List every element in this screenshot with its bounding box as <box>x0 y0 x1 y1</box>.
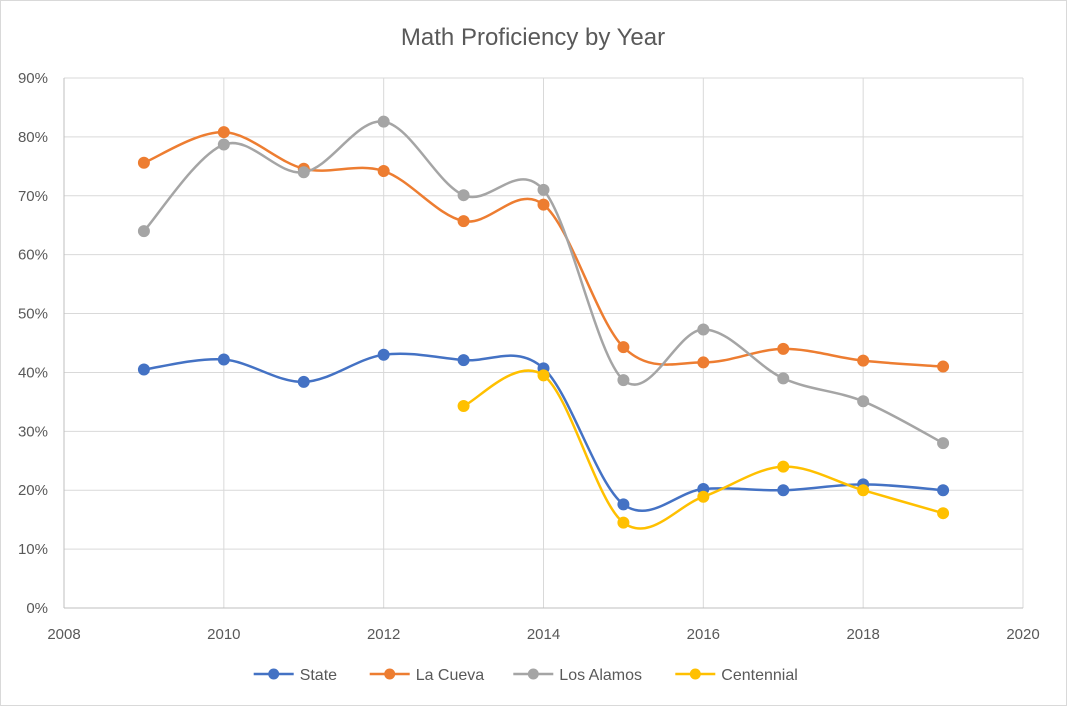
data-point-los-alamos <box>617 374 630 387</box>
data-point-state <box>617 498 630 511</box>
data-point-centennial <box>537 369 550 382</box>
data-point-state <box>937 484 950 497</box>
data-point-state <box>137 363 150 376</box>
series-los-alamos <box>137 115 950 450</box>
x-tick-label: 2014 <box>527 626 560 643</box>
data-point-los-alamos <box>457 189 470 202</box>
legend-label: Centennial <box>721 667 798 684</box>
data-point-state <box>457 354 470 367</box>
legend-item-centennial: Centennial <box>675 667 798 684</box>
data-point-los-alamos <box>537 183 550 196</box>
data-point-la-cueva <box>217 126 230 139</box>
y-tick-label: 70% <box>18 188 48 205</box>
data-point-centennial <box>617 516 630 529</box>
y-tick-label: 50% <box>18 306 48 323</box>
data-point-los-alamos <box>857 395 870 408</box>
y-tick-label: 0% <box>26 600 48 617</box>
data-point-los-alamos <box>297 166 310 179</box>
data-point-los-alamos <box>217 138 230 151</box>
data-point-la-cueva <box>937 360 950 373</box>
y-tick-label: 40% <box>18 364 48 381</box>
x-tick-label: 2020 <box>1006 626 1039 643</box>
series-layer <box>137 115 950 530</box>
chart-title: Math Proficiency by Year <box>401 24 665 51</box>
data-point-la-cueva <box>777 342 790 355</box>
data-point-centennial <box>777 460 790 473</box>
data-point-la-cueva <box>457 215 470 228</box>
legend-label: La Cueva <box>416 667 485 684</box>
data-point-los-alamos <box>377 115 390 128</box>
data-point-los-alamos <box>777 372 790 385</box>
data-point-state <box>297 375 310 388</box>
data-point-la-cueva <box>857 354 870 367</box>
legend-item-los-alamos: Los Alamos <box>513 667 642 684</box>
data-point-los-alamos <box>137 225 150 238</box>
y-tick-label: 10% <box>18 541 48 558</box>
x-tick-label: 2012 <box>367 626 400 643</box>
y-tick-label: 80% <box>18 129 48 146</box>
legend-swatch-marker <box>384 668 396 680</box>
data-point-centennial <box>697 490 710 503</box>
data-point-la-cueva <box>377 165 390 178</box>
legend-label: Los Alamos <box>559 667 642 684</box>
legend-item-la-cueva: La Cueva <box>369 667 485 684</box>
gridlines <box>64 77 1024 608</box>
series-centennial <box>457 369 950 530</box>
data-point-centennial <box>457 400 470 413</box>
y-tick-label: 60% <box>18 247 48 264</box>
legend-item-state: State <box>253 667 337 684</box>
x-tick-label: 2010 <box>207 626 240 643</box>
axes: 0% 10% 20% 30% 40% 50% 60% 70% 80% 90% 2008 2010 201… <box>18 70 1040 643</box>
y-tick-label: 30% <box>18 423 48 440</box>
data-point-state <box>777 484 790 497</box>
data-point-centennial <box>937 507 950 520</box>
x-tick-label: 2016 <box>687 626 720 643</box>
data-point-los-alamos <box>937 437 950 450</box>
legend: State La Cueva Los Alamos Centennial <box>253 667 798 684</box>
legend-swatch-marker <box>689 668 701 680</box>
x-tick-label: 2018 <box>846 626 879 643</box>
data-point-la-cueva <box>697 356 710 369</box>
data-point-state <box>377 348 390 361</box>
data-point-la-cueva <box>537 198 550 211</box>
data-point-la-cueva <box>617 341 630 354</box>
y-tick-label: 20% <box>18 482 48 499</box>
data-point-centennial <box>857 484 870 497</box>
legend-swatch-marker <box>268 668 280 680</box>
series-la-cueva <box>137 126 950 373</box>
data-point-la-cueva <box>137 156 150 169</box>
series-state <box>137 348 950 512</box>
legend-label: State <box>300 667 337 684</box>
data-point-los-alamos <box>697 323 710 336</box>
legend-swatch-marker <box>527 668 539 680</box>
data-point-state <box>217 353 230 366</box>
x-tick-label: 2008 <box>47 626 80 643</box>
y-tick-label: 90% <box>18 70 48 87</box>
